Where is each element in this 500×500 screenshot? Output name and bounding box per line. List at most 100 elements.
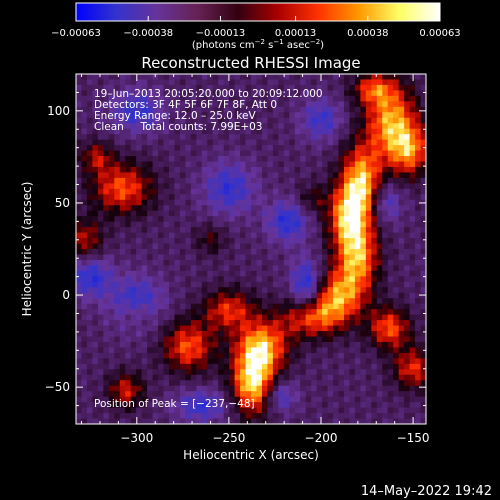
heatmap-cell [343,341,351,349]
heatmap-cell [119,134,126,141]
heatmap-cell [207,314,214,321]
heatmap-cell [108,363,115,370]
heatmap-cell [201,309,208,316]
heatmap-cell [212,341,219,349]
heatmap-cell [223,281,230,288]
heatmap-cell [398,210,405,217]
heatmap-cell [376,172,383,179]
heatmap-cell [196,358,203,365]
heatmap-cell [420,407,426,414]
heatmap-cell [365,183,372,190]
heatmap-cell [316,84,323,92]
heatmap-cell [119,391,126,398]
heatmap-cell [130,227,137,234]
colorbar-unit-label: (photons cm−2 s−1 asec−2) [192,38,324,51]
heatmap-cell [179,303,186,310]
heatmap-cell [420,232,426,239]
heatmap-cell [349,238,356,245]
heatmap-cell [207,101,214,108]
heatmap-cell [354,281,361,288]
heatmap-cell [97,249,104,256]
heatmap-cell [163,385,170,392]
heatmap-cell [283,352,290,359]
heatmap-cell [158,352,165,359]
heatmap-cell [415,331,422,338]
heatmap-cell [404,123,411,130]
heatmap-cell [322,150,329,157]
heatmap-cell [327,396,334,403]
heatmap-cell [333,210,340,217]
heatmap-cell [338,369,345,376]
heatmap-cell [300,314,307,321]
heatmap-cell [305,369,312,376]
heatmap-cell [267,84,274,92]
heatmap-cell [343,84,351,92]
heatmap-cell [393,341,400,349]
heatmap-cell [158,320,165,327]
heatmap-cell [97,303,104,310]
heatmap-cell [393,391,400,398]
heatmap-cell [251,314,258,321]
heatmap-cell [316,374,323,381]
heatmap-cell [360,358,367,365]
heatmap-cell [190,128,197,135]
heatmap-cell [108,281,115,288]
heatmap-cell [207,150,214,157]
heatmap-cell [338,249,345,256]
heatmap-cell [398,314,405,321]
heatmap-cell [141,101,148,108]
heatmap-cell [322,254,329,261]
heatmap-cell [289,117,296,124]
heatmap-cell [185,227,192,234]
heatmap-cell [360,270,367,277]
heatmap-cell [103,194,110,201]
heatmap-cell [349,156,356,163]
heatmap-cell [81,106,88,113]
heatmap-cell [305,298,312,305]
heatmap-cell [240,347,247,354]
heatmap-cell [409,259,416,267]
heatmap-cell [229,341,236,349]
heatmap-cell [125,216,132,223]
heatmap-cell [387,287,394,294]
heatmap-cell [261,369,269,376]
heatmap-cell [234,156,241,163]
heatmap-cell [201,238,208,245]
heatmap-cell [261,320,269,327]
heatmap-cell [147,298,154,305]
heatmap-cell [86,249,94,256]
heatmap-cell [190,265,197,272]
heatmap-cell [174,216,181,223]
heatmap-cell [393,259,400,267]
heatmap-cell [365,303,372,310]
heatmap-cell [349,210,356,217]
heatmap-cell [343,281,351,288]
heatmap-cell [365,156,372,163]
heatmap-cell [152,363,159,370]
heatmap-cell [404,221,411,228]
heatmap-cell [398,139,405,146]
heatmap-cell [261,254,269,261]
heatmap-cell [174,243,181,250]
heatmap-cell [207,281,214,288]
heatmap-cell [289,188,296,195]
heatmap-cell [393,177,400,184]
heatmap-cell [158,303,165,310]
heatmap-cell [371,352,378,359]
heatmap-cell [333,270,340,277]
heatmap-cell [316,150,323,157]
heatmap-cell [81,369,88,376]
heatmap-cell [272,281,279,288]
heatmap-cell [86,402,94,409]
heatmap-cell [294,270,301,277]
heatmap-cell [409,298,416,305]
heatmap-cell [201,156,208,163]
heatmap-cell [327,156,334,163]
heatmap-cell [81,270,88,277]
heatmap-cell [81,227,88,234]
heatmap-cell [272,314,279,321]
heatmap-cell [218,276,225,283]
heatmap-cell [223,270,230,277]
heatmap-cell [125,358,132,365]
heatmap-cell [190,172,197,179]
